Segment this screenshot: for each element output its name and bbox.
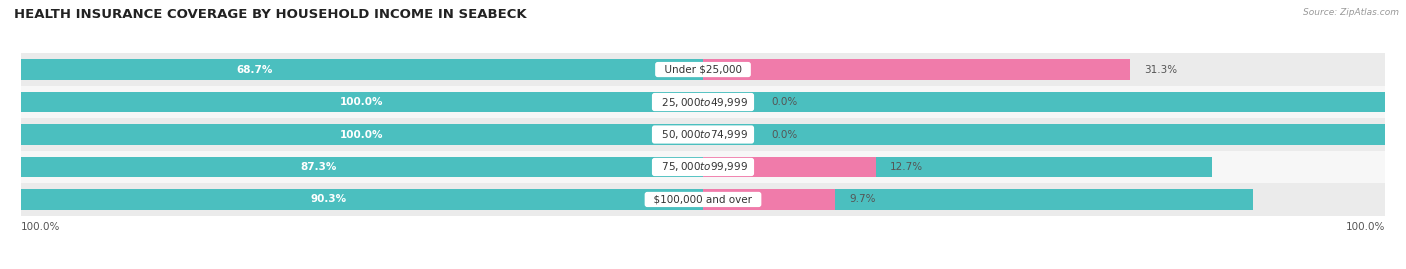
Text: 100.0%: 100.0% [340,129,384,140]
Text: $50,000 to $74,999: $50,000 to $74,999 [655,128,751,141]
Text: 87.3%: 87.3% [301,162,336,172]
Bar [703,157,876,177]
Text: 100.0%: 100.0% [21,222,60,232]
Text: 9.7%: 9.7% [849,194,876,204]
Text: HEALTH INSURANCE COVERAGE BY HOUSEHOLD INCOME IN SEABECK: HEALTH INSURANCE COVERAGE BY HOUSEHOLD I… [14,8,527,21]
Text: 12.7%: 12.7% [890,162,924,172]
Text: 31.3%: 31.3% [1144,65,1177,75]
Bar [21,189,1253,210]
Bar [21,157,1212,177]
Bar [703,59,1130,80]
Text: 90.3%: 90.3% [311,194,347,204]
Text: Under $25,000: Under $25,000 [658,65,748,75]
Text: 0.0%: 0.0% [772,129,797,140]
Text: 100.0%: 100.0% [1346,222,1385,232]
Bar [21,92,1385,112]
Text: Source: ZipAtlas.com: Source: ZipAtlas.com [1303,8,1399,17]
Text: 0.0%: 0.0% [772,97,797,107]
Bar [21,53,1385,86]
Bar [703,189,835,210]
Bar [21,183,1385,216]
Text: 100.0%: 100.0% [340,97,384,107]
Text: $25,000 to $49,999: $25,000 to $49,999 [655,95,751,108]
Text: 68.7%: 68.7% [236,65,273,75]
Text: $100,000 and over: $100,000 and over [647,194,759,204]
Bar [21,59,959,80]
Bar [21,118,1385,151]
Bar [21,125,1385,144]
Text: $75,000 to $99,999: $75,000 to $99,999 [655,161,751,174]
Bar [21,151,1385,183]
Bar [21,86,1385,118]
